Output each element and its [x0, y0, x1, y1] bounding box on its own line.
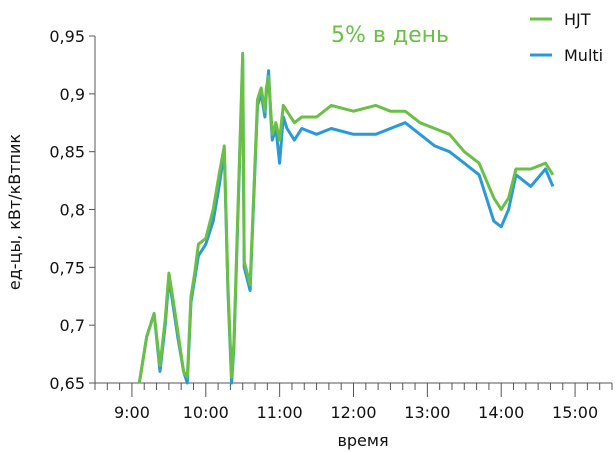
x-tick-label: 10:00	[183, 403, 229, 422]
x-tick-label: 9:00	[114, 403, 150, 422]
axis-ticks	[89, 35, 613, 397]
series-line-multi	[137, 57, 555, 385]
y-tick-labels: 0,95 0,9 0,85 0,8 0,75 0,7 0,65	[49, 27, 85, 393]
y-axis-label: ед-цы, кВт/кВтпик	[5, 134, 24, 291]
y-tick-label: 0,65	[49, 374, 85, 393]
x-axis-label: время	[337, 431, 388, 450]
y-tick-label: 0,75	[49, 258, 85, 277]
x-tick-label: 14:00	[478, 403, 524, 422]
x-tick-label: 11:00	[257, 403, 303, 422]
y-tick-label: 0,95	[49, 27, 85, 46]
x-tick-label: 15:00	[552, 403, 598, 422]
chart-annotation: 5% в день	[331, 23, 449, 48]
x-tick-label: 13:00	[404, 403, 450, 422]
y-tick-label: 0,85	[49, 143, 85, 162]
x-tick-label: 12:00	[330, 403, 376, 422]
x-tick-labels: 9:00 10:00 11:00 12:00 13:00 14:00 15:00	[114, 403, 598, 422]
y-tick-label: 0,8	[60, 201, 85, 220]
series-lines	[137, 51, 555, 385]
series-line-hjt	[137, 51, 555, 384]
legend-label-multi: Multi	[564, 46, 603, 65]
y-tick-label: 0,9	[60, 85, 85, 104]
legend-label-hjt: HJT	[564, 10, 591, 29]
legend: HJT Multi	[530, 10, 603, 65]
y-tick-label: 0,7	[60, 316, 85, 335]
